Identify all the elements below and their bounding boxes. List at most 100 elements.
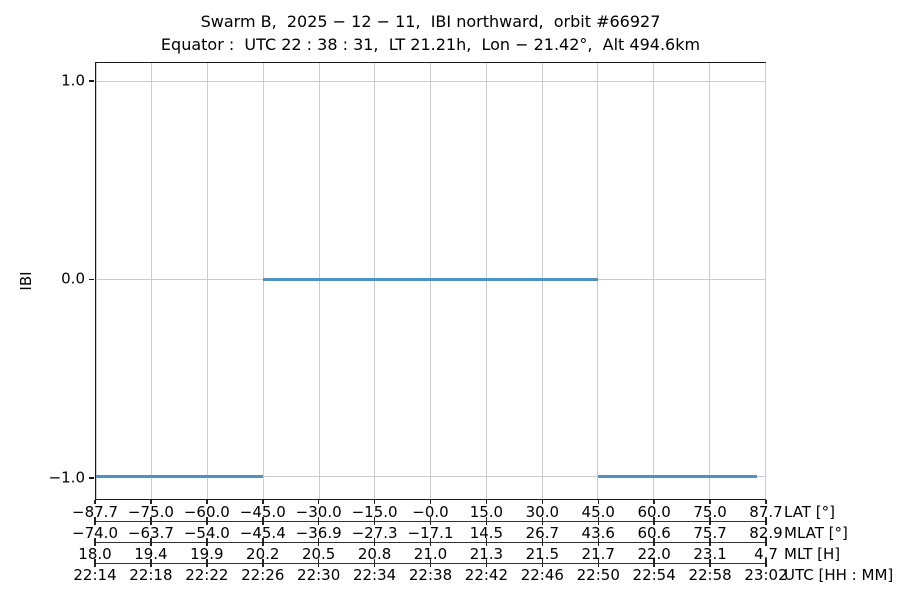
x-tick-label: 19.9	[190, 545, 224, 563]
x-tick-mark	[653, 538, 655, 546]
x-subaxis-row-mlt: 18.0 19.4 19.9 20.2 20.5 20.8 21.0 21.3 21.5 21.7…	[78, 538, 840, 563]
x-tick-mark	[429, 517, 432, 525]
x-tick-label: 20.8	[357, 545, 392, 563]
x-tick-mark	[150, 559, 152, 567]
x-tick-label: 22:26	[241, 566, 285, 584]
gridline-vertical	[541, 63, 543, 499]
x-tick-mark	[262, 517, 264, 525]
x-tick-label: 4.7	[754, 545, 778, 563]
gridline-vertical	[485, 63, 487, 499]
x-tick-mark	[485, 538, 488, 546]
x-tick-label: 19.4	[134, 545, 168, 563]
x-tick-mark	[709, 559, 711, 567]
x-tick-label: −87.7	[72, 503, 118, 521]
x-tick-mark	[150, 538, 152, 546]
x-tick-label: 22:14	[73, 566, 117, 584]
x-tick-label: 21.0	[413, 545, 448, 563]
gridline-horizontal	[96, 81, 765, 83]
x-tick-mark	[653, 500, 655, 504]
x-tick-mark	[653, 517, 655, 525]
x-tick-label: −63.7	[127, 524, 174, 542]
ibi-line-segment	[96, 475, 264, 479]
x-tick-mark	[317, 538, 320, 546]
x-tick-mark	[94, 538, 96, 546]
gridline-vertical	[764, 63, 766, 499]
x-tick-mark	[206, 559, 208, 567]
x-tick-label: −54.0	[183, 524, 230, 542]
x-tick-label: 22:38	[408, 566, 453, 584]
x-tick-mark	[765, 500, 767, 504]
x-tick-mark	[429, 538, 432, 546]
x-tick-label: −15.0	[351, 503, 398, 521]
x-tick-label: 22:34	[352, 566, 397, 584]
x-tick-mark	[317, 500, 320, 504]
gridline-vertical	[708, 63, 710, 499]
x-tick-label: 18.0	[78, 545, 112, 563]
x-tick-mark	[709, 538, 711, 546]
x-tick-label: 45.0	[581, 503, 615, 521]
x-tick-label: 20.5	[301, 545, 336, 563]
x-tick-mark	[485, 559, 488, 567]
x-tick-label: 22:22	[185, 566, 229, 584]
x-tick-label: 22:58	[688, 566, 732, 584]
x-tick-mark	[597, 559, 599, 567]
x-tick-mark	[373, 500, 376, 504]
x-tick-mark	[262, 538, 264, 546]
x-tick-mark	[765, 559, 767, 567]
x-tick-mark	[541, 538, 544, 546]
x-tick-label: −60.0	[183, 503, 230, 521]
y-tick-mark	[89, 278, 94, 281]
x-tick-mark	[262, 559, 264, 567]
x-tick-label: 87.7	[749, 503, 783, 521]
x-tick-label: 22:54	[632, 566, 676, 584]
x-tick-mark	[206, 500, 208, 504]
x-axis-row-label-utc: UTC [HH : MM]	[784, 566, 894, 584]
x-tick-mark	[653, 559, 655, 567]
x-tick-label: 22:42	[464, 566, 509, 584]
x-tick-mark	[485, 517, 488, 525]
x-tick-mark	[94, 500, 96, 504]
x-tick-label: 60.0	[637, 503, 671, 521]
x-tick-mark	[94, 517, 96, 525]
x-tick-mark	[765, 517, 767, 525]
x-tick-mark	[429, 500, 432, 504]
x-tick-mark	[541, 517, 544, 525]
x-tick-mark	[765, 538, 767, 546]
x-tick-label: 15.0	[469, 503, 504, 521]
x-tick-label: −45.0	[239, 503, 286, 521]
x-tick-mark	[429, 559, 432, 567]
x-tick-label: 22:30	[297, 566, 341, 584]
x-tick-label: −36.9	[295, 524, 342, 542]
x-tick-label: 23:02	[744, 566, 788, 584]
x-tick-mark	[206, 538, 208, 546]
gridline-vertical	[95, 63, 97, 499]
x-tick-mark	[541, 559, 544, 567]
x-tick-mark	[373, 538, 376, 546]
gridline-vertical	[374, 63, 376, 499]
x-tick-label: −17.1	[407, 524, 454, 542]
x-tick-mark	[262, 500, 264, 504]
x-tick-label: 22:46	[520, 566, 564, 584]
x-tick-label: 20.2	[246, 545, 280, 563]
plot-area	[95, 62, 766, 500]
y-tick-mark	[89, 477, 94, 479]
y-tick-mark	[89, 80, 94, 82]
gridline-vertical	[430, 63, 431, 499]
x-tick-mark	[597, 500, 599, 504]
gridline-vertical	[653, 63, 654, 499]
x-tick-mark	[317, 559, 320, 567]
gridline-vertical	[597, 63, 599, 499]
x-tick-mark	[597, 517, 599, 525]
x-tick-label: 14.5	[469, 524, 504, 542]
x-tick-label: 75.0	[693, 503, 727, 521]
x-tick-label: −75.0	[127, 503, 174, 521]
x-tick-label: 22:18	[129, 566, 173, 584]
x-tick-label: −74.0	[72, 524, 118, 542]
x-tick-mark	[206, 517, 208, 525]
x-tick-mark	[485, 500, 488, 504]
x-tick-label: 22:50	[576, 566, 620, 584]
x-tick-label: −45.4	[239, 524, 286, 542]
x-axis-row-label-mlt: MLT [H]	[784, 545, 841, 563]
x-tick-label: −0.0	[412, 503, 449, 521]
